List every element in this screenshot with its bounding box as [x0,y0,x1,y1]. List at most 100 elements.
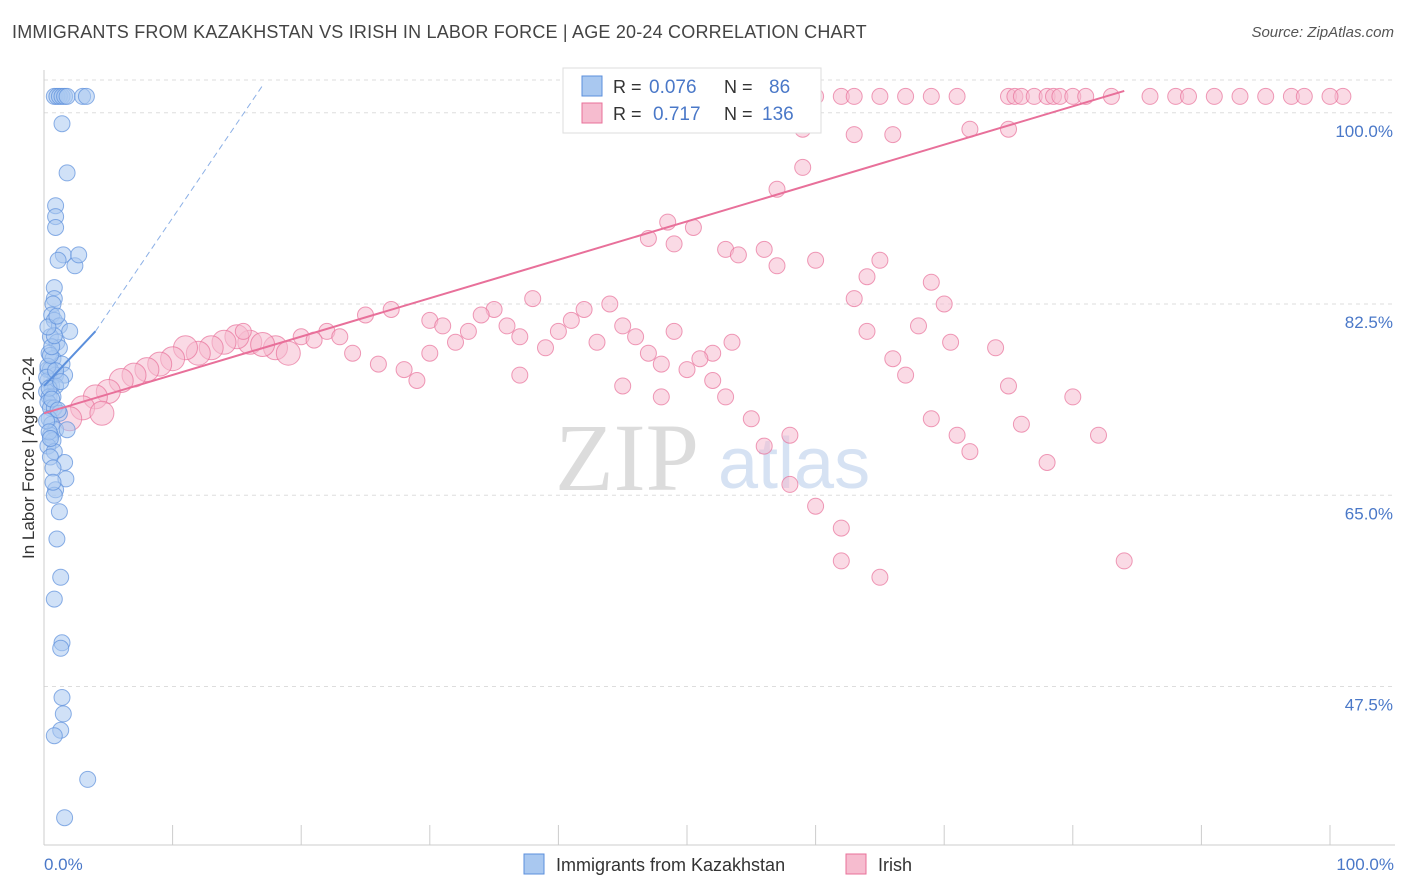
stats-r-label-2: R = [613,104,642,124]
point-kazakhstan [52,373,70,391]
point-kazakhstan [79,770,97,788]
point-irish [1321,87,1339,105]
stats-n-label-2: N = [724,104,753,124]
point-irish [794,158,812,176]
y-tick-label: 100.0% [1335,122,1393,141]
point-irish [575,301,593,318]
point-kazakhstan [53,115,71,133]
point-irish [922,87,940,105]
point-irish [511,328,529,346]
point-irish [987,339,1005,357]
point-irish [961,443,979,461]
point-irish [884,350,902,368]
point-irish [652,388,670,406]
stats-swatch-pink [581,102,603,124]
legend-label-kazakhstan: Immigrants from Kazakhstan [556,855,785,875]
stats-r-value-1: 0.076 [649,77,697,98]
trend-lines [43,85,1125,415]
point-irish [395,361,413,379]
point-irish [1064,388,1082,406]
point-kazakhstan [58,421,76,439]
point-irish [845,126,863,144]
point-irish [549,322,567,340]
point-irish [1141,87,1159,105]
point-irish [1205,87,1223,105]
point-kazakhstan [77,87,95,105]
point-kazakhstan [58,87,76,105]
trend-line-kazakhstan [43,330,97,387]
point-irish [89,400,115,426]
stats-n-label-1: N = [724,77,753,97]
y-tick-labels: 100.0% 82.5% 65.0% 47.5% [1335,122,1393,715]
point-irish [639,344,657,362]
point-irish [562,311,580,329]
point-irish [755,437,773,455]
point-irish [729,246,747,264]
y-tick-label: 47.5% [1345,696,1393,715]
point-irish [742,410,760,428]
point-irish [717,388,735,406]
point-kazakhstan [52,639,70,657]
point-kazakhstan [52,568,70,586]
point-irish [922,273,940,291]
point-irish [807,251,825,269]
point-kazakhstan [44,459,62,477]
point-irish [768,257,786,275]
point-irish [691,350,709,368]
legend-swatch-irish [845,853,867,875]
point-irish [832,519,850,537]
x-tick-label-right: 100.0% [1336,855,1394,874]
point-kazakhstan [45,727,63,745]
point-kazakhstan [54,705,72,723]
point-irish [627,328,645,346]
point-irish [858,322,876,340]
point-irish [369,355,387,373]
point-irish [1012,415,1030,433]
point-irish [250,332,276,357]
point-irish [588,333,606,351]
stats-legend: R = 0.076 N = 86 R = 0.717 N = 136 [562,67,822,134]
point-irish [871,251,889,269]
point-kazakhstan [61,322,79,340]
axes [43,70,1395,846]
point-irish [614,317,632,335]
point-irish [704,372,722,389]
point-irish [447,333,464,351]
point-irish [614,377,632,395]
chart-title: IMMIGRANTS FROM KAZAKHSTAN VS IRISH IN L… [12,22,867,42]
point-kazakhstan [53,689,71,706]
point-irish [665,235,683,253]
point-irish [884,126,902,144]
watermark-zip: ZIP [555,404,699,511]
point-irish [498,317,516,335]
point-irish [1295,87,1313,105]
point-kazakhstan [49,251,67,269]
stats-r-value-2: 0.717 [653,104,701,125]
point-kazakhstan [47,219,65,236]
point-irish [234,322,252,340]
legend-swatch-kazakhstan [523,853,545,875]
point-irish [942,333,960,351]
point-irish [275,340,301,366]
point-irish [652,355,670,373]
point-irish [910,317,927,335]
point-irish [1257,87,1275,105]
point-irish [472,306,490,324]
point-irish [755,240,773,258]
point-irish [421,344,439,362]
point-kazakhstan [41,430,59,447]
point-irish [1000,377,1017,395]
point-irish [408,372,426,389]
x-tick-label-left: 0.0% [44,855,83,874]
point-irish [897,366,915,384]
point-kazakhstan [45,590,63,608]
point-irish [948,87,966,105]
stats-legend-box [562,67,822,134]
point-kazakhstan [70,246,88,264]
trend-line-kazakhstan-extension [95,85,264,332]
point-irish [723,333,741,351]
stats-swatch-blue [581,75,603,97]
point-irish [1231,87,1249,105]
point-irish [832,552,850,570]
